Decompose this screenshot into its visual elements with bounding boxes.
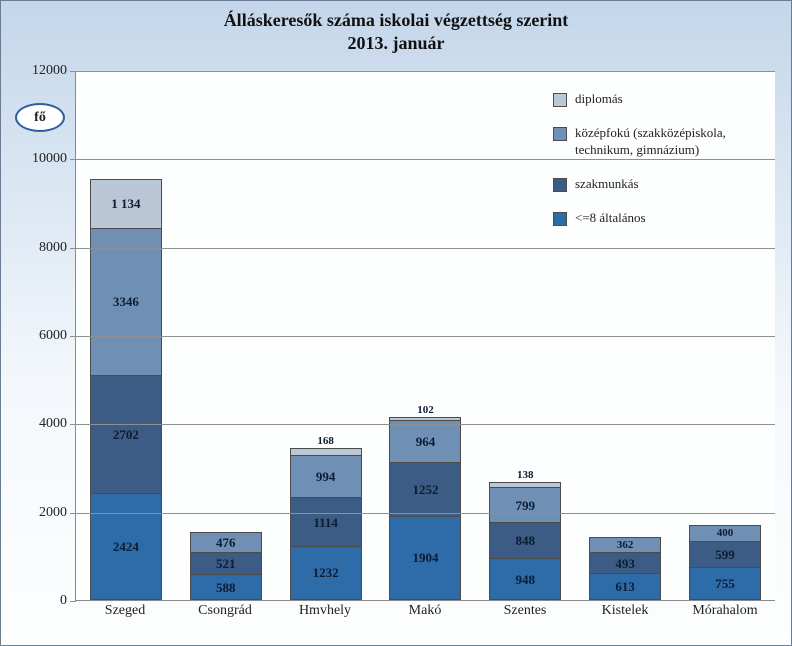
bar-segment-label: 476: [216, 536, 236, 549]
bar-segment-label: 948: [516, 573, 536, 586]
y-tickmark: [70, 336, 76, 337]
y-tickmark: [70, 71, 76, 72]
bar-segment-kozepfoku: 362: [589, 537, 661, 553]
gridline: [76, 424, 775, 425]
bar-segment-altalanos: 755: [689, 567, 761, 600]
chart-title-line2: 2013. január: [347, 33, 444, 53]
legend-swatch: [553, 127, 567, 141]
x-tick-label: Kistelek: [589, 603, 661, 619]
y-tick-label: 10000: [17, 151, 67, 167]
bar-segment-kozepfoku: 476: [190, 532, 262, 553]
bar-segment-label: 168: [291, 436, 361, 447]
y-tick-label: 4000: [17, 416, 67, 432]
x-axis-ticks: Szeged Csongrád Hmvhely Makó Szentes Kistelek…: [75, 603, 775, 619]
legend-label: <=8 általános: [575, 210, 773, 226]
bar-makó: 10296412521904: [389, 418, 461, 600]
bar-segment-szakmunkas: 1252: [389, 462, 461, 517]
bar-segment-label: 3346: [113, 295, 139, 308]
y-tick-label: 0: [17, 593, 67, 609]
legend-swatch: [553, 93, 567, 107]
bar-segment-altalanos: 588: [190, 574, 262, 600]
x-tick-label: Szeged: [89, 603, 161, 619]
bar-kistelek: 362 493 613: [589, 538, 661, 600]
bar-hmvhely: 16899411141232: [290, 449, 362, 600]
x-tick-label: Makó: [389, 603, 461, 619]
chart-frame: Álláskeresők száma iskolai végzettség sz…: [0, 0, 792, 646]
bar-segment-diplomas: 1 134: [90, 179, 162, 229]
bar-segment-altalanos: 948: [489, 558, 561, 600]
bar-segment-label: 1 134: [111, 197, 140, 210]
bar-segment-szakmunkas: 2702: [90, 375, 162, 494]
legend-item-diplomas: diplomás: [553, 91, 773, 107]
bar-segment-label: 1232: [313, 566, 339, 579]
bar-mórahalom: 400 599 755: [689, 526, 761, 600]
bar-segment-szakmunkas: 493: [589, 552, 661, 574]
gridline: [76, 248, 775, 249]
legend-item-szakmunkas: szakmunkás: [553, 176, 773, 192]
chart-title-line1: Álláskeresők száma iskolai végzettség sz…: [224, 10, 569, 30]
bar-segment-label: 755: [715, 577, 735, 590]
bar-segment-label: 599: [715, 548, 735, 561]
bar-segment-label: 102: [390, 405, 460, 416]
x-tick-label: Szentes: [489, 603, 561, 619]
chart-title: Álláskeresők száma iskolai végzettség sz…: [1, 9, 791, 54]
bar-segment-label: 1114: [313, 516, 338, 529]
bar-segment-label: 2424: [113, 540, 139, 553]
gridline: [76, 71, 775, 72]
legend-item-kozepfoku: középfokú (szakközépiskola, technikum, g…: [553, 125, 773, 158]
bar-segment-kozepfoku: 964: [389, 420, 461, 463]
bar-segment-kozepfoku: 400: [689, 525, 761, 543]
bar-segment-label: 362: [617, 540, 634, 551]
bar-segment-label: 799: [516, 499, 536, 512]
bar-segment-szakmunkas: 1114: [290, 497, 362, 546]
gridline: [76, 513, 775, 514]
y-tickmark: [70, 513, 76, 514]
legend-label: középfokú (szakközépiskola, technikum, g…: [575, 125, 773, 158]
x-tick-label: Hmvhely: [289, 603, 361, 619]
y-tick-label: 6000: [17, 328, 67, 344]
y-tick-label: 12000: [17, 63, 67, 79]
bar-csongrád: 476 521 588: [190, 533, 262, 600]
y-tickmark: [70, 159, 76, 160]
bar-szentes: 138799848948: [489, 483, 561, 600]
bar-segment-altalanos: 613: [589, 573, 661, 600]
bar-segment-altalanos: 1232: [290, 546, 362, 600]
bar-segment-label: 613: [615, 580, 635, 593]
x-tick-label: Mórahalom: [689, 603, 761, 619]
y-tickmark: [70, 248, 76, 249]
legend-item-altalanos: <=8 általános: [553, 210, 773, 226]
y-axis-unit-badge: fő: [15, 103, 65, 132]
bar-segment-szakmunkas: 521: [190, 552, 262, 575]
legend: diplomás középfokú (szakközépiskola, tech…: [553, 91, 773, 244]
bar-segment-altalanos: 1904: [389, 516, 461, 600]
gridline: [76, 336, 775, 337]
bar-segment-label: 1252: [412, 483, 438, 496]
bar-segment-label: 493: [615, 557, 635, 570]
bar-segment-label: 588: [216, 581, 236, 594]
y-tickmark: [70, 424, 76, 425]
bar-segment-kozepfoku: 994: [290, 455, 362, 499]
bar-segment-kozepfoku: 3346: [90, 228, 162, 376]
bar-segment-szakmunkas: 599: [689, 541, 761, 567]
bar-segment-label: 400: [717, 528, 734, 539]
bar-segment-szakmunkas: 848: [489, 522, 561, 559]
legend-swatch: [553, 212, 567, 226]
y-tickmark: [70, 601, 76, 602]
x-tick-label: Csongrád: [189, 603, 261, 619]
bar-segment-label: 1904: [412, 551, 438, 564]
bar-segment-label: 964: [416, 435, 436, 448]
bar-segment-label: 2702: [113, 428, 139, 441]
bar-segment-label: 994: [316, 470, 336, 483]
bar-segment-label: 848: [516, 534, 536, 547]
bar-segment-label: 521: [216, 557, 236, 570]
y-tick-label: 2000: [17, 505, 67, 521]
legend-swatch: [553, 178, 567, 192]
y-tick-label: 8000: [17, 240, 67, 256]
bar-szeged: 1 134 3346 2702 2424: [90, 180, 162, 600]
bar-segment-label: 138: [490, 470, 560, 481]
legend-label: szakmunkás: [575, 176, 773, 192]
legend-label: diplomás: [575, 91, 773, 107]
bar-segment-altalanos: 2424: [90, 493, 162, 600]
bar-segment-kozepfoku: 799: [489, 487, 561, 522]
